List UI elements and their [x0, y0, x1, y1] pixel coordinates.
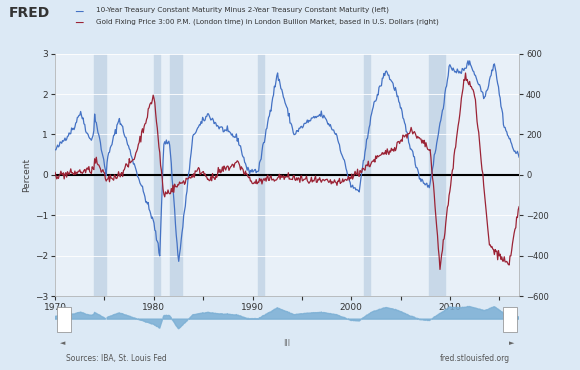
Text: ─: ─ [75, 17, 83, 30]
Text: ►: ► [509, 340, 514, 346]
Text: fred.stlouisfed.org: fred.stlouisfed.org [440, 354, 510, 363]
Text: FRED: FRED [9, 6, 50, 20]
Bar [57, 306, 71, 332]
Y-axis label: Percent: Percent [21, 158, 31, 192]
Bar [503, 306, 517, 332]
Text: Sources: IBA, St. Louis Fed: Sources: IBA, St. Louis Fed [66, 354, 166, 363]
Bar [169, 54, 183, 296]
Bar [364, 54, 370, 296]
Bar [259, 54, 264, 296]
Text: 10-Year Treasury Constant Maturity Minus 2-Year Treasury Constant Maturity (left: 10-Year Treasury Constant Maturity Minus… [96, 6, 389, 13]
Text: ─: ─ [75, 6, 83, 18]
Text: ◄: ◄ [60, 340, 65, 346]
Bar [93, 54, 107, 296]
Bar [154, 54, 160, 296]
Text: Gold Fixing Price 3:00 P.M. (London time) in London Bullion Market, based in U.S: Gold Fixing Price 3:00 P.M. (London time… [96, 18, 438, 25]
Bar [429, 54, 445, 296]
Text: |||: ||| [284, 339, 291, 346]
